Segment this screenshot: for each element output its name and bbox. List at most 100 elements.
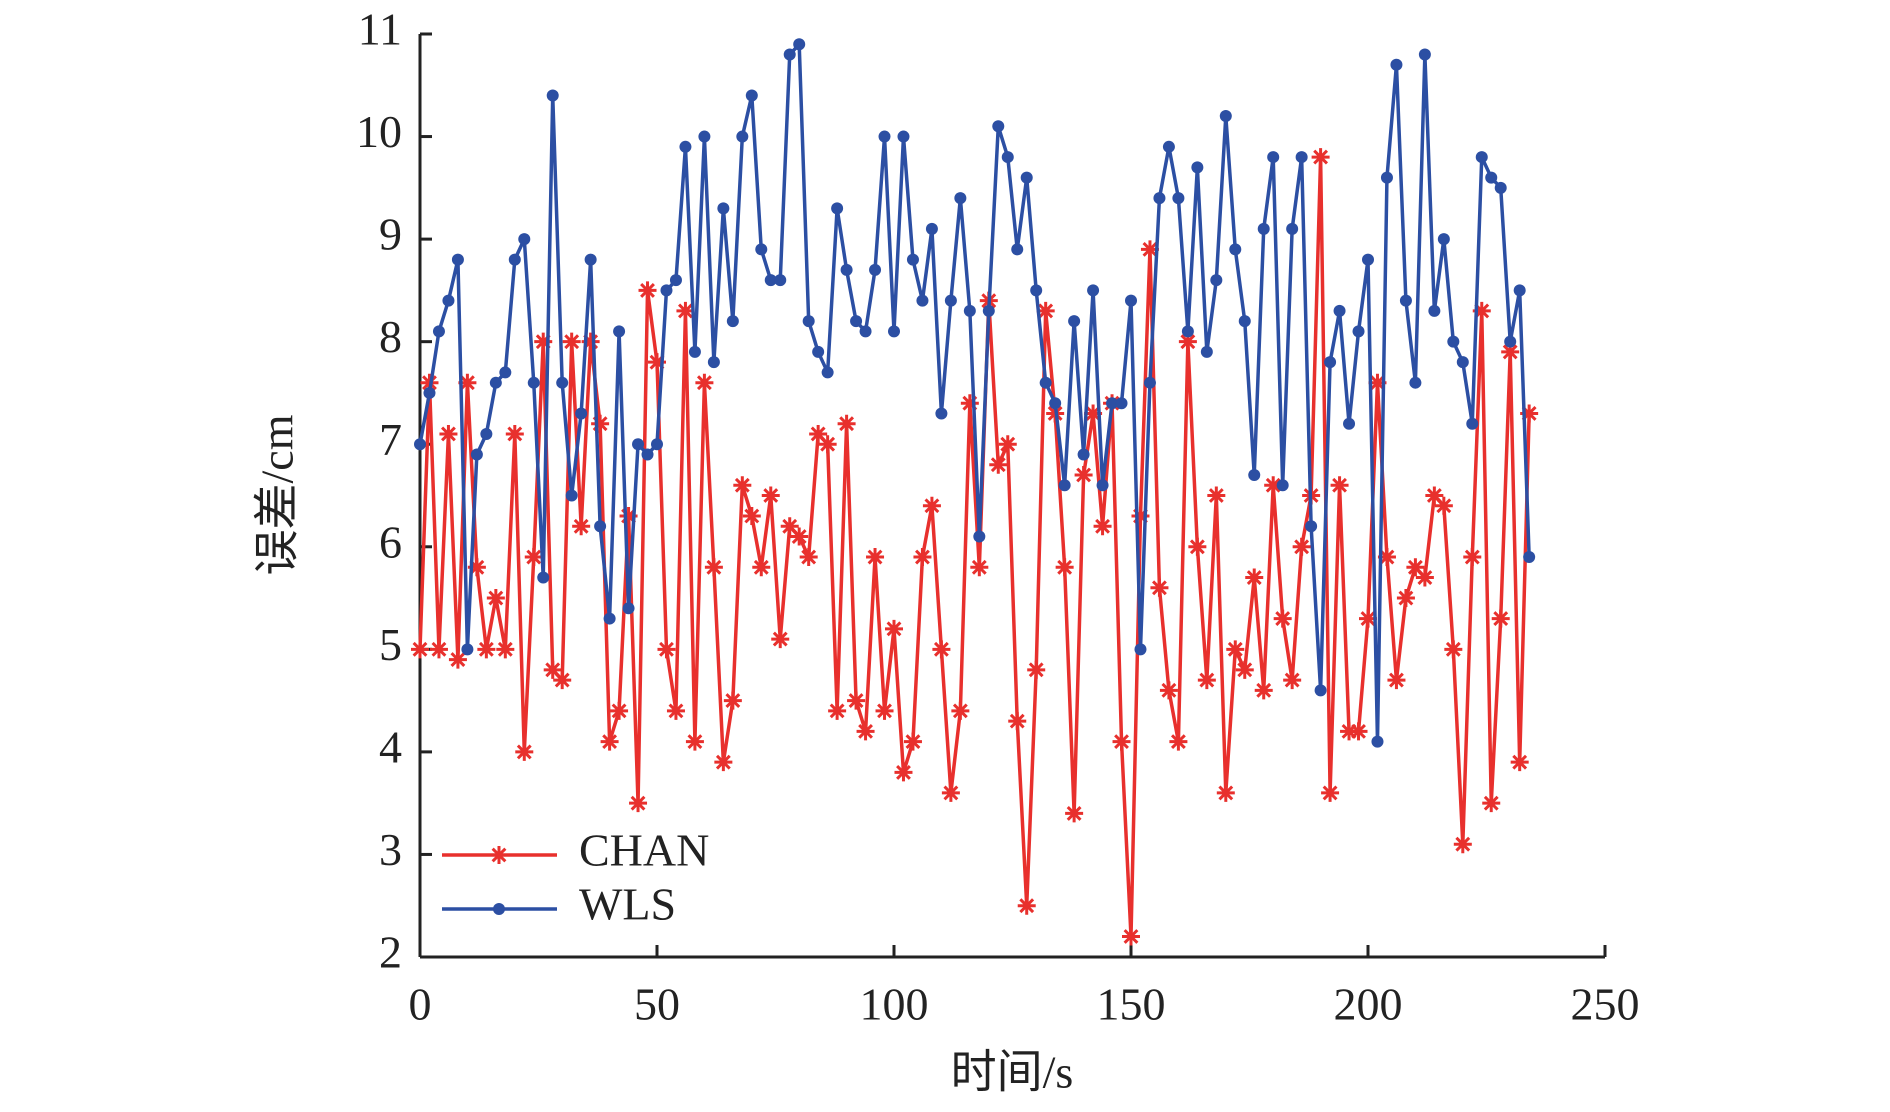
data-point <box>941 783 960 802</box>
data-point <box>726 315 739 328</box>
data-point <box>1087 284 1100 297</box>
data-point <box>1058 479 1071 492</box>
data-point <box>764 274 777 287</box>
data-point <box>524 548 543 567</box>
data-point <box>439 424 458 443</box>
data-point <box>1399 294 1412 307</box>
data-point <box>1188 537 1207 556</box>
data-point <box>869 263 882 276</box>
data-point <box>1362 253 1374 266</box>
data-point <box>685 732 704 751</box>
x-tick-label: 200 <box>1334 979 1403 1030</box>
data-point <box>1248 468 1261 481</box>
data-point <box>1475 151 1488 164</box>
data-point <box>1425 486 1444 505</box>
data-point <box>562 332 581 351</box>
data-point <box>515 742 534 761</box>
data-point <box>809 424 828 443</box>
data-point <box>1162 140 1175 153</box>
data-point <box>1178 332 1197 351</box>
data-point <box>1311 148 1330 167</box>
data-point <box>922 496 941 515</box>
data-point <box>1235 660 1254 679</box>
data-point <box>518 233 531 246</box>
data-point <box>648 353 666 372</box>
data-point <box>736 130 749 143</box>
data-point <box>1409 376 1422 389</box>
y-tick-label: 3 <box>379 824 402 875</box>
data-point <box>1415 568 1434 587</box>
data-point <box>695 373 714 392</box>
data-point <box>1219 110 1232 123</box>
data-point <box>698 130 711 143</box>
data-point <box>676 301 695 320</box>
y-tick-label: 10 <box>356 106 402 157</box>
data-point <box>707 356 720 369</box>
data-point <box>1131 507 1150 526</box>
y-tick-label: 9 <box>379 209 402 260</box>
data-point <box>1096 479 1109 492</box>
data-point <box>594 520 607 533</box>
data-point <box>1295 151 1308 164</box>
data-point <box>527 376 540 389</box>
data-point <box>774 274 787 287</box>
data-point <box>467 558 486 577</box>
data-point <box>1134 643 1147 656</box>
data-point <box>448 650 467 669</box>
data-point <box>480 427 493 440</box>
data-point <box>1122 927 1140 946</box>
data-point <box>771 630 790 649</box>
data-point <box>1387 671 1406 690</box>
data-point <box>679 140 692 153</box>
data-point <box>423 386 436 399</box>
legend-marker <box>493 903 505 915</box>
data-point <box>1513 284 1526 297</box>
data-point <box>1068 315 1081 328</box>
data-point <box>752 558 771 577</box>
data-point <box>944 294 957 307</box>
y-tick-label: 5 <box>379 619 402 670</box>
data-point <box>723 691 742 710</box>
data-point <box>998 435 1017 454</box>
x-tick-label: 50 <box>634 979 680 1030</box>
data-point <box>666 701 685 720</box>
data-point <box>780 517 799 536</box>
data-point <box>1428 304 1441 317</box>
data-point <box>629 794 648 813</box>
data-point <box>1485 171 1498 184</box>
data-point <box>1437 233 1450 246</box>
data-point <box>470 448 483 461</box>
data-point <box>1520 404 1539 423</box>
data-point <box>1027 660 1046 679</box>
data-point <box>1333 304 1346 317</box>
data-point <box>565 489 578 502</box>
data-point <box>429 640 448 659</box>
y-axis-label: 误差/cm <box>252 414 303 575</box>
data-point <box>1396 589 1415 608</box>
data-point <box>1150 578 1169 597</box>
data-point <box>534 332 553 351</box>
y-tick-label: 8 <box>379 311 402 362</box>
data-point <box>866 548 885 567</box>
data-point <box>840 263 853 276</box>
data-point <box>932 640 951 659</box>
data-point <box>1418 48 1431 61</box>
series-line <box>418 155 1531 939</box>
data-point <box>935 407 948 420</box>
data-point <box>783 48 796 61</box>
data-point <box>543 660 562 679</box>
data-point <box>821 366 834 379</box>
data-point <box>1273 609 1292 628</box>
data-point <box>1153 192 1166 205</box>
data-point <box>1466 417 1479 430</box>
data-point <box>1065 804 1084 823</box>
data-point <box>1406 558 1425 577</box>
data-point <box>755 243 768 256</box>
data-point <box>619 507 638 526</box>
data-point <box>859 325 872 338</box>
data-point <box>1267 151 1280 164</box>
data-point <box>1112 732 1131 751</box>
data-point <box>903 732 922 751</box>
data-point <box>1444 640 1463 659</box>
data-point <box>575 407 588 420</box>
